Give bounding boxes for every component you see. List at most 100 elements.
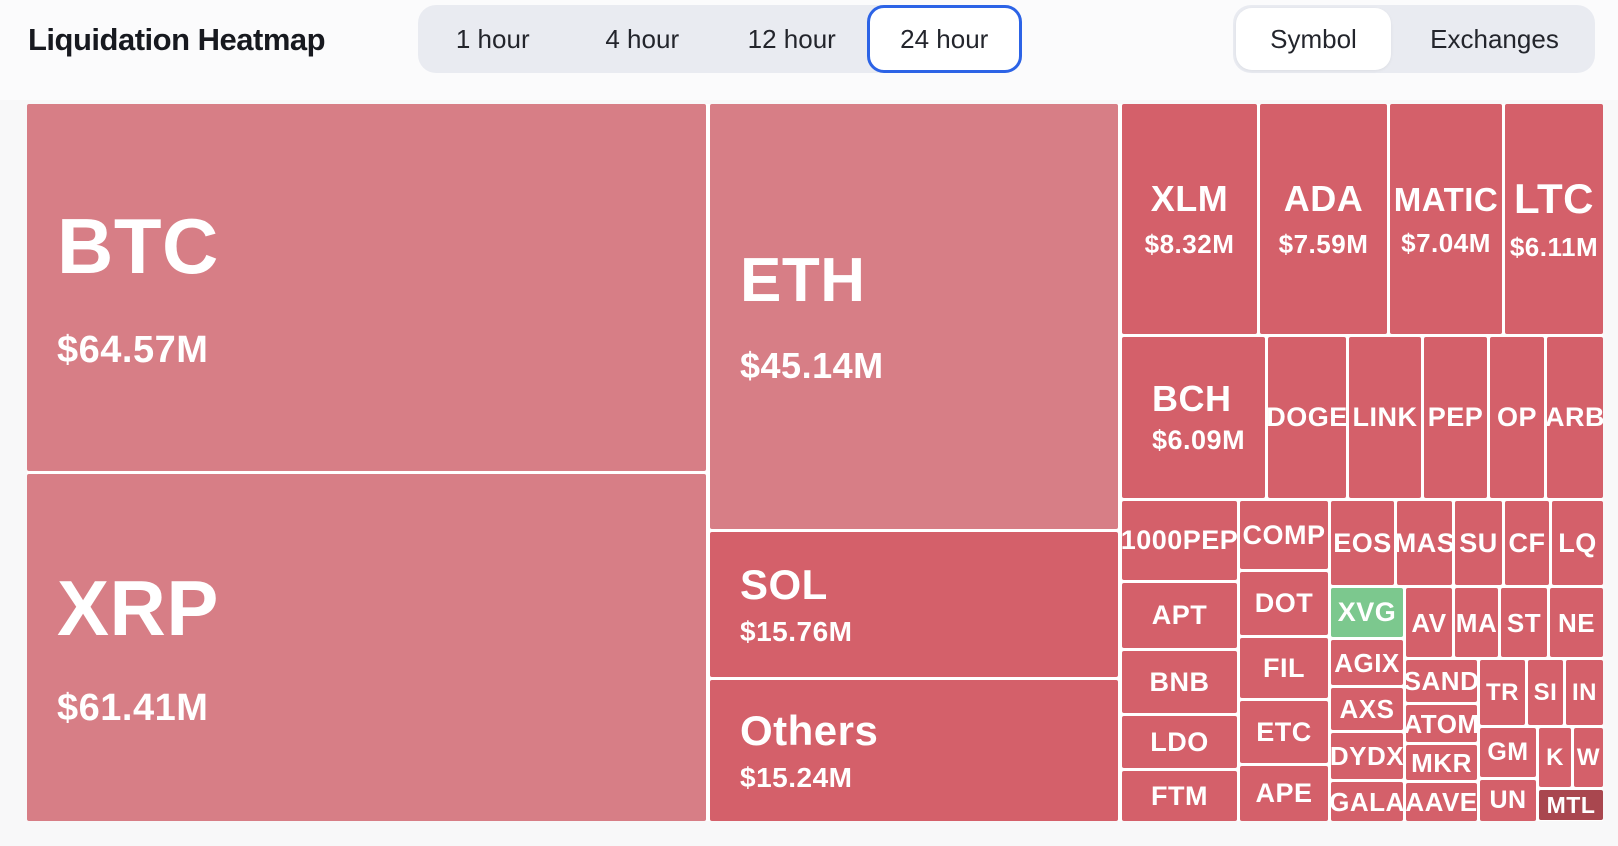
tile-symbol: FIL [1263, 652, 1305, 683]
tile-ftm[interactable]: FTM [1122, 771, 1237, 821]
tile-xlm[interactable]: XLM $8.32M [1122, 104, 1257, 334]
tile-xrp[interactable]: XRP $61.41M [27, 474, 706, 821]
tile-axs[interactable]: AXS [1331, 688, 1403, 730]
tile-sand[interactable]: SAND [1406, 660, 1477, 702]
tile-av[interactable]: AV [1406, 588, 1452, 657]
tile-cf[interactable]: CF [1505, 501, 1549, 585]
time-tab-12-hour[interactable]: 12 hour [747, 23, 836, 54]
tile-matic[interactable]: MATIC $7.04M [1390, 104, 1502, 334]
tile-symbol: MKR [1411, 747, 1472, 778]
tile-symbol: IN [1572, 678, 1597, 706]
tile-symbol: BTC [57, 201, 219, 290]
time-tab-24-hour[interactable]: 24 hour [866, 5, 1022, 73]
view-tab-symbol[interactable]: Symbol [1236, 8, 1391, 70]
tile-value: $45.14M [740, 344, 884, 386]
tile-value: $15.24M [740, 761, 853, 793]
tile-value: $7.04M [1401, 227, 1491, 258]
tile-symbol: MAS [1397, 527, 1452, 558]
tile-symbol: FTM [1151, 780, 1208, 811]
tile-1000pep[interactable]: 1000PEP [1122, 501, 1237, 580]
view-tab-exchanges[interactable]: Exchanges [1430, 23, 1559, 54]
tile-si[interactable]: SI [1528, 660, 1563, 725]
tile-symbol: DOT [1254, 588, 1314, 618]
tile-symbol: ETH [740, 245, 866, 315]
tile-atom[interactable]: ATOM [1406, 705, 1477, 742]
tile-bnb[interactable]: BNB [1122, 651, 1237, 713]
tile-aave[interactable]: AAVE [1406, 783, 1477, 821]
tile-value: $8.32M [1144, 229, 1235, 259]
tile-symbol: PEP [1427, 402, 1484, 432]
tile-tr[interactable]: TR [1480, 660, 1525, 725]
tile-symbol: MATIC [1393, 180, 1499, 218]
tile-symbol: SU [1459, 527, 1498, 558]
tile-mtl[interactable]: MTL [1539, 790, 1603, 820]
tile-symbol: BCH [1152, 378, 1232, 419]
time-tab-1-hour[interactable]: 1 hour [455, 23, 530, 54]
tile-symbol: GM [1487, 738, 1529, 766]
tile-value: $6.11M [1509, 232, 1599, 262]
tile-link[interactable]: LINK [1349, 337, 1421, 498]
tile-ma[interactable]: MA [1455, 588, 1498, 657]
tile-un[interactable]: UN [1480, 780, 1536, 821]
tile-value: $61.41M [57, 686, 209, 729]
tile-agix[interactable]: AGIX [1331, 640, 1403, 685]
tile-mkr[interactable]: MKR [1406, 745, 1477, 780]
tile-eos[interactable]: EOS [1331, 501, 1394, 585]
tile-gala[interactable]: GALA [1331, 782, 1403, 821]
tile-eth[interactable]: ETH $45.14M [710, 104, 1118, 529]
tile-dydx[interactable]: DYDX [1331, 733, 1403, 779]
liquidation-treemap: BTC $64.57M XRP $61.41M ETH $45.14M SOL $15.76M… [27, 104, 1603, 821]
tile-bch[interactable]: BCH $6.09M [1122, 337, 1265, 498]
tile-symbol: ATOM [1406, 708, 1477, 739]
tile-symbol: DOGE [1268, 402, 1346, 432]
tile-op[interactable]: OP [1490, 337, 1544, 498]
tile-mas[interactable]: MAS [1397, 501, 1452, 585]
time-range-tabs: 1 hour 4 hour 12 hour 24 hour [418, 5, 1022, 73]
tile-symbol: AAVE [1406, 787, 1477, 817]
tile-symbol: APE [1255, 778, 1313, 808]
tile-st[interactable]: ST [1501, 588, 1547, 657]
tile-gm[interactable]: GM [1480, 728, 1536, 777]
tile-dot[interactable]: DOT [1240, 572, 1328, 635]
tile-symbol: ETC [1256, 716, 1312, 747]
tile-ltc[interactable]: LTC $6.11M [1505, 104, 1603, 334]
page-header: Liquidation Heatmap 1 hour 4 hour 12 hour 2… [0, 0, 1618, 100]
tile-symbol: AV [1411, 607, 1447, 638]
tile-symbol: XLM [1150, 178, 1229, 219]
tile-symbol: XRP [57, 563, 219, 652]
tile-lq[interactable]: LQ [1552, 501, 1603, 585]
tile-ada[interactable]: ADA $7.59M [1260, 104, 1387, 334]
tile-symbol: 1000PEP [1122, 525, 1237, 555]
page-title: Liquidation Heatmap [28, 22, 326, 57]
tile-xvg[interactable]: XVG [1331, 588, 1403, 637]
tile-symbol: TR [1486, 678, 1519, 706]
tile-symbol: ARB [1547, 402, 1603, 432]
tile-symbol: K [1546, 743, 1564, 771]
tile-symbol: AGIX [1334, 647, 1400, 678]
tile-symbol: AXS [1339, 694, 1395, 724]
tile-btc[interactable]: BTC $64.57M [27, 104, 706, 471]
tile-comp[interactable]: COMP [1240, 501, 1328, 569]
tile-others[interactable]: Others $15.24M [710, 680, 1118, 821]
tile-symbol: NE [1557, 607, 1596, 638]
tile-ldo[interactable]: LDO [1122, 716, 1237, 768]
tile-pep[interactable]: PEP [1424, 337, 1487, 498]
tile-value: $6.09M [1152, 425, 1246, 455]
tile-apt[interactable]: APT [1122, 583, 1237, 648]
tile-doge[interactable]: DOGE [1268, 337, 1346, 498]
tile-w[interactable]: W [1574, 728, 1603, 787]
tile-in[interactable]: IN [1566, 660, 1603, 725]
tile-sol[interactable]: SOL $15.76M [710, 532, 1118, 677]
tile-su[interactable]: SU [1455, 501, 1502, 585]
tile-fil[interactable]: FIL [1240, 638, 1328, 698]
time-tab-4-hour[interactable]: 4 hour [605, 23, 680, 54]
tile-symbol: MTL [1546, 791, 1596, 818]
tile-k[interactable]: K [1539, 728, 1571, 787]
tile-ne[interactable]: NE [1550, 588, 1603, 657]
tile-arb[interactable]: ARB [1547, 337, 1603, 498]
tile-symbol: ST [1506, 607, 1542, 638]
tile-ape[interactable]: APE [1240, 766, 1328, 821]
tile-etc[interactable]: ETC [1240, 701, 1328, 763]
tile-symbol: SOL [740, 560, 828, 608]
tile-symbol: XVG [1337, 597, 1397, 627]
